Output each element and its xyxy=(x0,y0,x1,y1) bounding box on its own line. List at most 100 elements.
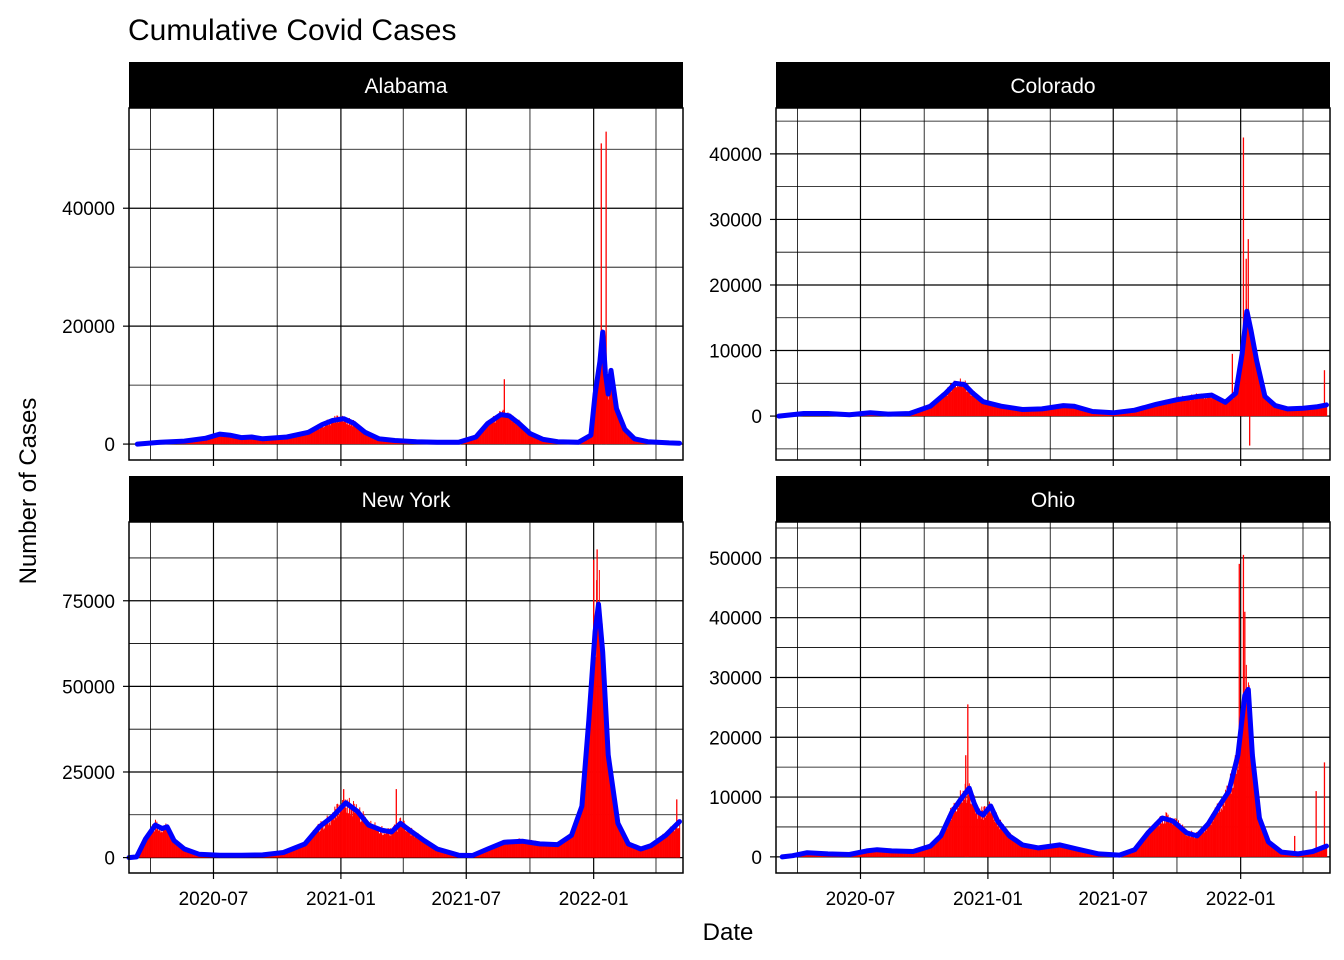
daily-case-bar xyxy=(941,393,943,417)
daily-case-bar xyxy=(353,803,355,858)
daily-case-bar xyxy=(1041,846,1043,857)
daily-case-bar xyxy=(571,833,573,858)
daily-case-bar xyxy=(1216,397,1218,417)
daily-case-bar xyxy=(934,402,936,417)
daily-case-bar xyxy=(494,422,496,445)
daily-case-bar xyxy=(887,849,889,857)
daily-case-bar xyxy=(523,427,525,445)
daily-case-bar xyxy=(1012,839,1014,857)
daily-case-bar xyxy=(609,754,611,858)
daily-case-bar xyxy=(1070,404,1072,417)
daily-case-bar xyxy=(616,410,618,445)
daily-case-bar xyxy=(1202,393,1204,417)
daily-case-bar xyxy=(1166,812,1168,857)
daily-case-bar xyxy=(1148,404,1150,417)
daily-case-bar xyxy=(1157,402,1159,417)
daily-case-bar xyxy=(299,847,301,858)
daily-case-bar xyxy=(1153,405,1155,417)
daily-case-bar xyxy=(166,829,168,858)
daily-case-bar xyxy=(179,846,181,858)
daily-case-bar xyxy=(1193,838,1195,857)
daily-case-bar xyxy=(655,841,657,858)
daily-case-bar xyxy=(517,841,519,858)
daily-case-bar xyxy=(975,812,977,857)
daily-case-bar xyxy=(1191,399,1193,417)
daily-case-bar xyxy=(364,431,366,445)
daily-case-bar xyxy=(326,815,328,858)
daily-case-bar xyxy=(1046,844,1048,857)
daily-case-bar xyxy=(1287,407,1289,417)
daily-case-bar xyxy=(1317,405,1319,417)
daily-case-bar xyxy=(1274,847,1276,857)
daily-case-bar xyxy=(195,440,197,445)
daily-case-bar xyxy=(918,409,920,417)
daily-case-bar xyxy=(986,811,988,857)
daily-case-bar xyxy=(942,396,944,417)
daily-case-bar xyxy=(382,440,384,445)
daily-case-bar xyxy=(1220,811,1222,857)
daily-case-bar xyxy=(1000,404,1002,417)
daily-case-bar xyxy=(1129,851,1131,857)
daily-case-bar xyxy=(519,838,521,858)
daily-case-bar xyxy=(918,849,920,857)
daily-case-bar xyxy=(585,439,587,445)
daily-case-bar xyxy=(504,414,506,445)
daily-case-bar xyxy=(1034,408,1036,417)
daily-case-bar xyxy=(880,849,882,857)
daily-case-bar xyxy=(1206,826,1208,857)
daily-case-bar xyxy=(1014,841,1016,857)
daily-case-bar xyxy=(1283,406,1285,417)
daily-case-bar xyxy=(173,840,175,858)
daily-case-bar xyxy=(1181,398,1183,417)
daily-case-bar xyxy=(600,637,602,858)
daily-case-bar xyxy=(1018,841,1020,857)
daily-case-bar xyxy=(1058,843,1060,857)
daily-case-bar xyxy=(1027,409,1029,417)
daily-case-bar xyxy=(1303,408,1305,417)
daily-case-bar xyxy=(181,847,183,858)
daily-case-bar xyxy=(210,436,212,445)
daily-case-bar xyxy=(1128,851,1130,857)
daily-case-bar xyxy=(923,847,925,857)
daily-case-bar xyxy=(1052,408,1054,417)
daily-case-bar xyxy=(1254,359,1256,417)
daily-case-bar xyxy=(1292,409,1294,417)
daily-case-bar xyxy=(158,830,160,858)
daily-case-bar xyxy=(542,843,544,858)
daily-case-bar xyxy=(1315,405,1317,417)
daily-case-bar xyxy=(479,433,481,445)
daily-case-bar xyxy=(1069,404,1071,417)
daily-case-bar xyxy=(1158,826,1160,857)
daily-case-bar xyxy=(1076,408,1078,417)
daily-case-bar xyxy=(995,812,997,857)
daily-case-bar xyxy=(552,844,554,858)
daily-case-bar xyxy=(1079,408,1081,417)
daily-case-bar xyxy=(1177,823,1179,857)
daily-case-bar xyxy=(1055,407,1057,417)
daily-case-bar xyxy=(1027,846,1029,857)
daily-case-bar xyxy=(602,332,604,445)
daily-case-bar xyxy=(1009,832,1011,857)
daily-case-bar xyxy=(245,436,247,445)
daily-case-bar xyxy=(884,851,886,857)
daily-case-bar xyxy=(1033,847,1035,857)
daily-case-bar xyxy=(876,848,878,857)
daily-case-bar xyxy=(938,401,940,417)
daily-case-bar xyxy=(1048,847,1050,857)
daily-case-bar xyxy=(657,837,659,858)
daily-case-bar xyxy=(569,833,571,858)
daily-case-bar xyxy=(987,810,989,857)
daily-case-bar xyxy=(993,403,995,417)
daily-case-bar xyxy=(988,801,990,857)
daily-case-bar xyxy=(1083,850,1085,857)
daily-case-bar xyxy=(300,432,302,445)
daily-case-bar xyxy=(310,431,312,445)
daily-case-bar xyxy=(1013,838,1015,857)
daily-case-bar xyxy=(968,391,970,417)
daily-case-bar xyxy=(1136,846,1138,857)
daily-case-bar xyxy=(1276,849,1278,857)
daily-case-bar xyxy=(1199,396,1201,417)
daily-case-bar xyxy=(175,839,177,858)
daily-case-bar xyxy=(925,847,927,857)
daily-case-bar xyxy=(335,417,337,445)
